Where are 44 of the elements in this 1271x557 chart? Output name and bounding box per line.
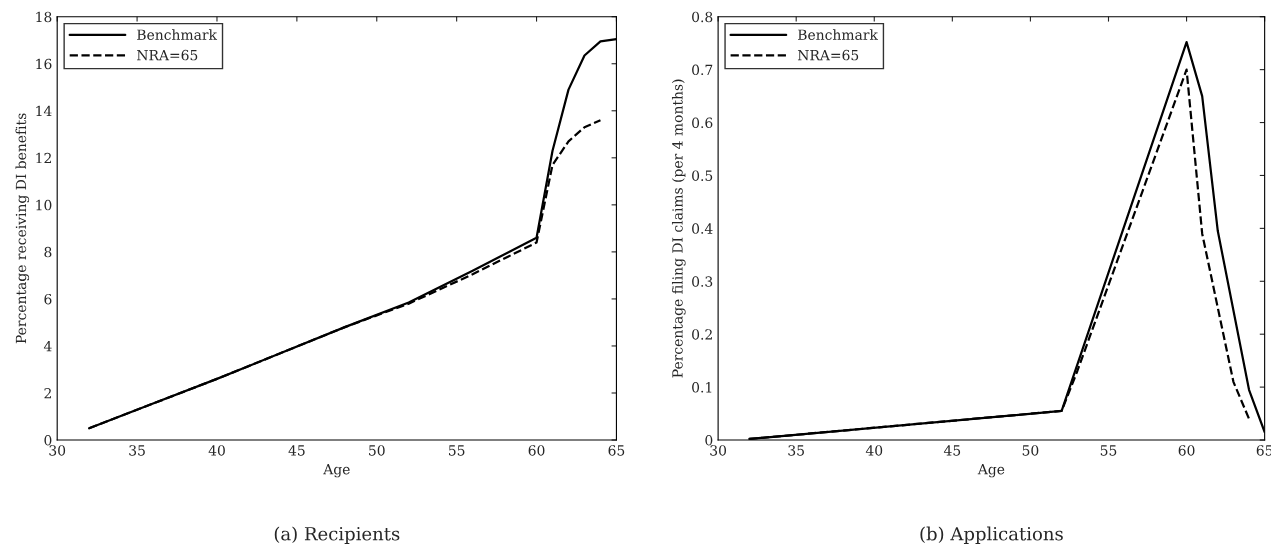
y-tick-label: 0.4 [692, 223, 713, 234]
x-tick-label: 60 [528, 445, 545, 456]
legend-label: NRA=65 [797, 49, 859, 61]
x-axis-title: Age [977, 464, 1005, 478]
text: (b) Applications [920, 526, 1063, 545]
x-tick-label: 30 [710, 445, 727, 456]
x-tick-label: 65 [608, 445, 625, 456]
y-tick-label: 18 [36, 11, 52, 23]
y-tick-label: 0.5 [692, 170, 713, 181]
y-tick-label: 0 [44, 435, 52, 446]
legend-label: Benchmark [137, 29, 218, 40]
y-tick-label: 0.7 [692, 64, 713, 76]
y-tick-label: 10 [36, 199, 52, 211]
y-tick-label: 0.6 [692, 117, 713, 129]
y-tick-label: 4 [43, 340, 52, 352]
y-axis-title: Percentage filing DI claims (per 4 months) [671, 79, 686, 378]
y-tick-label: 8 [44, 246, 52, 258]
legend-label: NRA=65 [137, 49, 198, 61]
y-tick-label: 6 [44, 293, 52, 305]
y-tick-label: 12 [36, 152, 51, 164]
y-tick-label: 0.2 [692, 329, 712, 340]
x-tick-label: 35 [129, 445, 145, 456]
x-tick-label: 60 [1178, 445, 1195, 456]
y-tick-label: 0.1 [692, 382, 712, 393]
y-axis-title: Percentage receiving DI benefits [15, 113, 30, 344]
x-tick-label: 30 [49, 445, 66, 456]
y-tick-label: 16 [36, 58, 52, 70]
x-axis-title: Age [323, 464, 350, 478]
x-tick-label: 55 [1100, 445, 1117, 456]
y-tick-label: 14 [36, 105, 52, 117]
legend-label: Benchmark [798, 29, 878, 40]
x-tick-label: 50 [369, 445, 385, 456]
x-tick-label: 45 [943, 445, 961, 456]
y-tick-label: 0 [705, 435, 713, 446]
x-tick-label: 45 [288, 445, 305, 456]
x-tick-label: 50 [1022, 445, 1039, 456]
x-tick-label: 40 [208, 445, 225, 456]
y-tick-label: 2 [44, 387, 51, 399]
x-tick-label: 55 [449, 445, 465, 456]
x-tick-label: 35 [788, 445, 804, 456]
text: (a) Recipients [274, 526, 400, 545]
y-tick-label: 0.3 [692, 276, 713, 287]
x-tick-label: 40 [865, 445, 883, 456]
y-tick-label: 0.8 [692, 11, 713, 23]
